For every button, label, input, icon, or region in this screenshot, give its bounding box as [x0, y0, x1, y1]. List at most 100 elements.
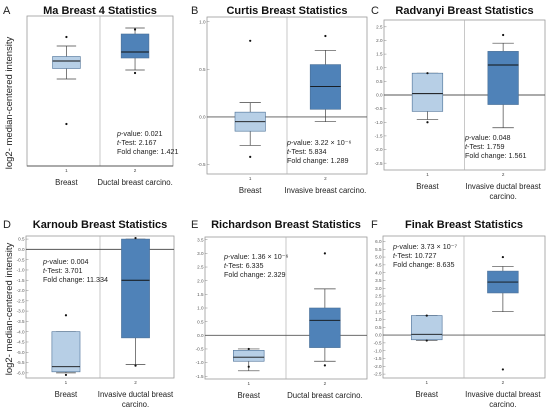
y-tick-label: -5.0 — [17, 350, 25, 355]
outlier-point — [249, 155, 252, 158]
y-tick-label: -2.0 — [374, 364, 382, 369]
category-label: Breast — [55, 390, 78, 399]
y-tick-label: 2.0 — [376, 38, 383, 43]
outlier-point — [133, 28, 137, 31]
category-label: Invasive breast carcino. — [284, 186, 366, 195]
stat-symbol: t — [465, 142, 468, 151]
y-tick-label: 3.5 — [375, 278, 382, 283]
y-tick-label: 2.0 — [197, 278, 204, 283]
box-iqr — [309, 64, 341, 110]
category-label: Invasive ductal breast carcino. — [98, 390, 174, 409]
outlier-point — [247, 365, 250, 368]
category-index: 2 — [502, 380, 505, 385]
y-tick-label: -1.0 — [196, 360, 204, 365]
y-tick-label: 1.0 — [199, 19, 206, 24]
box-2 — [120, 27, 150, 75]
chart-panel-f: F Finak Breast Statistics 6.0 5.5 5.0 4.5 4.0 3… — [371, 219, 546, 409]
box-2 — [309, 252, 341, 367]
stat-t-test: t-Test: 6.335 — [224, 261, 264, 270]
stat-t-test: t-Test: 5.834 — [287, 147, 327, 156]
stat-fold-change: Fold change: 11.334 — [43, 275, 108, 284]
category-label: Breast — [416, 182, 439, 191]
y-tick-label: 4.0 — [375, 270, 382, 275]
y-axis-label-bottom: log2- median-centered intensity — [4, 242, 15, 375]
panel-title: Radvanyi Breast Statistics — [395, 5, 533, 17]
stat-symbol: p — [42, 257, 47, 266]
panel-letter: C — [371, 5, 379, 17]
y-tick-label: 3.0 — [375, 286, 382, 291]
stat-value: -value: 0.021 — [121, 129, 163, 138]
y-tick-label: 0.0 — [375, 333, 382, 338]
stat-fold-change: Fold change: 1.421 — [117, 147, 179, 156]
y-tick-label: -2.5 — [375, 161, 383, 166]
stat-p-value: p-value: 0.048 — [464, 133, 511, 142]
stat-symbol: p — [392, 242, 397, 251]
stat-value: -value: 1.36 × 10⁻⁶ — [228, 252, 289, 261]
y-tick-label: -1.5 — [17, 278, 25, 283]
chart-panel-c: C Radvanyi Breast Statistics 2.5 2.0 1.5 1.0 0… — [371, 5, 546, 201]
outlier-point — [502, 33, 505, 37]
y-tick-label: 1.0 — [376, 65, 383, 70]
outlier-point — [64, 314, 68, 317]
box-2 — [487, 255, 519, 371]
panel-letter: A — [3, 5, 11, 17]
stat-symbol: p — [116, 129, 121, 138]
category-index: 2 — [134, 168, 137, 173]
chart-panel-a: A Ma Breast 4 Statistics 1 2 Breast Ductal br… — [3, 5, 179, 187]
y-tick-label: 0.0 — [376, 93, 383, 98]
chart-panel-b: B Curtis Breast Statistics 1.0 0.5 0.0 -0.5 1 2… — [191, 5, 368, 195]
stat-t-test: t-Test: 1.759 — [465, 142, 505, 151]
category-label-line: Invasive ductal breast — [465, 390, 541, 399]
y-tick-label: 0.5 — [197, 319, 204, 324]
y-tick-label: 0.5 — [18, 237, 25, 242]
outlier-point — [501, 368, 504, 371]
stat-value: -value: 0.048 — [469, 133, 511, 142]
stat-p-value: p-value: 0.021 — [116, 129, 163, 138]
box-iqr — [51, 331, 81, 373]
category-index: 2 — [502, 172, 505, 177]
y-tick-label: -2.5 — [374, 372, 382, 377]
y-tick-label: 0.0 — [197, 333, 204, 338]
box-iqr — [121, 238, 150, 339]
stat-symbol: t — [393, 251, 396, 260]
outlier-point — [64, 373, 68, 377]
stat-value: -Test: 5.834 — [289, 147, 327, 156]
y-tick-label: 1.0 — [197, 306, 204, 311]
outlier-point — [425, 339, 428, 342]
box-2 — [121, 236, 150, 367]
panel-title: Ma Breast 4 Statistics — [43, 5, 157, 17]
box-1 — [233, 347, 265, 372]
category-index: 1 — [426, 172, 429, 177]
y-tick-label: -0.5 — [374, 340, 382, 345]
y-tick-label: 2.5 — [197, 265, 204, 270]
y-tick-label: -2.5 — [17, 298, 25, 303]
box-iqr — [233, 350, 265, 362]
y-tick-label: -6.0 — [17, 370, 25, 375]
y-tick-label: 1.5 — [375, 309, 382, 314]
box-2 — [309, 34, 341, 123]
stat-p-value: p-value: 1.36 × 10⁻⁶ — [223, 252, 289, 261]
panel-letter: B — [191, 5, 198, 17]
y-tick-label: -3.5 — [17, 319, 25, 324]
outlier-point — [134, 236, 137, 240]
outlier-point — [501, 255, 504, 259]
stat-p-value: p-value: 3.22 × 10⁻⁶ — [286, 138, 352, 147]
stat-value: -Test: 1.759 — [467, 142, 505, 151]
category-label: Ductal breast carcino. — [97, 178, 172, 187]
stat-value: -Test: 3.701 — [45, 266, 83, 275]
y-tick-label: -1.0 — [375, 120, 383, 125]
stat-symbol: p — [464, 133, 469, 142]
stat-value: -Test: 2.167 — [119, 138, 157, 147]
category-label-line: carcino. — [489, 400, 516, 409]
box-2 — [487, 33, 519, 129]
stat-symbol: t — [224, 261, 227, 270]
outlier-point — [323, 252, 326, 255]
y-axis-label-top: log2- median-centered intensity — [4, 36, 15, 169]
y-tick-label: -0.5 — [375, 106, 383, 111]
stat-value: -Test: 6.335 — [226, 261, 264, 270]
stat-fold-change: Fold change: 1.561 — [465, 151, 527, 160]
y-tick-label: -2.0 — [375, 147, 383, 152]
y-tick-label: 2.5 — [376, 24, 383, 29]
y-tick-label: 2.5 — [375, 294, 382, 299]
panel-title: Curtis Breast Statistics — [226, 5, 347, 17]
